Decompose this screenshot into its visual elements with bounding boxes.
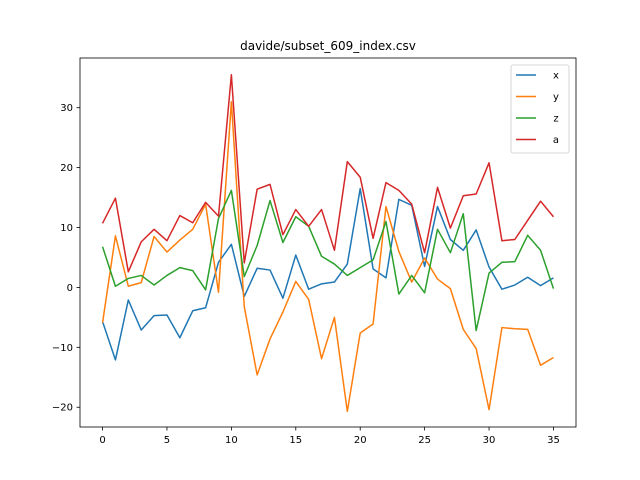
- x-tick-label: 20: [354, 435, 367, 446]
- x-tick-label: 0: [99, 435, 105, 446]
- y-axis: −20 −10 0 10 20 30: [52, 103, 80, 414]
- x-tick-label: 10: [225, 435, 238, 446]
- x-tick-label: 25: [418, 435, 431, 446]
- legend-box: [510, 64, 570, 154]
- x-tick-label: 35: [547, 435, 560, 446]
- x-tick-label: 30: [483, 435, 496, 446]
- y-tick-label: 10: [60, 223, 73, 234]
- legend-label-a: a: [553, 135, 559, 146]
- series-layer: [101, 74, 555, 413]
- y-tick-label: −10: [52, 343, 73, 354]
- series-line-y: [101, 100, 554, 413]
- chart-title: davide/subset_609_index.csv: [240, 39, 416, 53]
- series-line-a: [101, 74, 555, 273]
- y-tick-label: 0: [67, 283, 73, 294]
- x-tick-label: 15: [289, 435, 302, 446]
- x-axis: 0 5 10 15 20 25 30 35: [99, 427, 560, 446]
- y-tick-label: 30: [60, 103, 73, 114]
- y-tick-label: −20: [52, 403, 73, 414]
- x-tick-label: 5: [164, 435, 170, 446]
- plot-frame: [79, 57, 577, 428]
- legend-label-y: y: [553, 92, 559, 103]
- series-line-z: [101, 189, 555, 332]
- legend-label-x: x: [553, 71, 559, 82]
- y-tick-label: 20: [60, 163, 73, 174]
- series-line-x: [101, 187, 554, 361]
- legend-label-z: z: [553, 114, 558, 125]
